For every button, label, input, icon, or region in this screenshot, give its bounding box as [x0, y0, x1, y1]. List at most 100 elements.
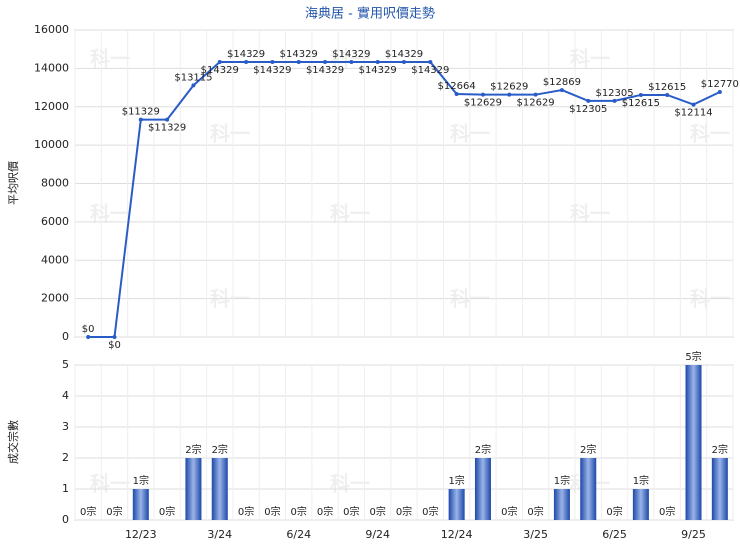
value-label: 0宗	[238, 505, 254, 518]
point	[86, 335, 91, 339]
value-label: $14329	[306, 65, 344, 76]
y-tick-label: 0	[62, 330, 69, 343]
value-label: $12869	[543, 77, 581, 88]
value-label: 0宗	[159, 505, 175, 518]
value-label: 0宗	[80, 505, 96, 518]
point	[191, 83, 196, 88]
y-tick-label: 1	[62, 482, 69, 495]
point	[296, 60, 301, 65]
value-label: $14329	[253, 65, 291, 76]
value-label: 0宗	[527, 505, 543, 518]
value-label: 0宗	[396, 505, 412, 518]
point	[480, 92, 485, 97]
bar	[211, 458, 228, 520]
y-tick-label: 2000	[41, 292, 69, 305]
x-tick-label: 9/25	[681, 528, 706, 541]
y-tick-label: 0	[62, 513, 69, 526]
value-label: 2宗	[185, 443, 201, 456]
value-label: $12629	[464, 98, 502, 109]
point	[138, 117, 143, 122]
value-label: 1宗	[554, 474, 570, 487]
y-axis-title: 成交宗數	[6, 420, 20, 464]
bar	[448, 489, 465, 520]
x-tick-label: 12/23	[125, 528, 157, 541]
point	[454, 92, 459, 97]
bar	[474, 458, 491, 520]
point	[402, 60, 406, 65]
watermark: 科一	[210, 122, 250, 146]
bar	[553, 489, 570, 520]
value-label: $12629	[517, 98, 555, 109]
y-tick-label: 8000	[41, 177, 69, 190]
value-label: 0宗	[606, 505, 622, 518]
y-tick-label: 14000	[34, 61, 69, 74]
x-tick-label: 3/24	[207, 528, 232, 541]
point	[375, 60, 380, 65]
value-label: 2宗	[212, 443, 228, 456]
value-label: $12305	[595, 88, 633, 99]
watermark: 科一	[570, 47, 610, 71]
point	[717, 89, 722, 94]
value-label: $12114	[674, 108, 712, 119]
chart-title: 海典居 - 實用呎價走勢	[305, 6, 435, 22]
value-label: $14329	[385, 49, 423, 60]
point	[165, 117, 170, 122]
value-label: 0宗	[659, 505, 675, 518]
y-tick-label: 6000	[41, 215, 69, 228]
value-label: 1宗	[633, 474, 649, 487]
value-label: 0宗	[369, 505, 385, 518]
point	[665, 92, 670, 97]
y-tick-label: 16000	[34, 23, 69, 36]
value-label: $12305	[569, 104, 607, 115]
y-axis-title: 平均呎價	[6, 161, 20, 205]
point	[217, 60, 222, 65]
y-tick-label: 5	[62, 358, 69, 371]
y-tick-label: 12000	[34, 100, 69, 113]
value-label: $14329	[332, 49, 370, 60]
watermark: 科一	[330, 472, 370, 496]
bar	[632, 489, 649, 520]
value-label: $14329	[411, 65, 449, 76]
point	[244, 60, 249, 65]
point	[559, 88, 564, 93]
value-label: 2宗	[580, 443, 596, 456]
value-label: 0宗	[106, 505, 122, 518]
point	[428, 60, 433, 65]
value-label: $11329	[122, 107, 160, 118]
value-label: 0宗	[343, 505, 359, 518]
x-tick-label: 12/24	[441, 528, 473, 541]
x-tick-label: 9/24	[365, 528, 390, 541]
value-label: $0	[108, 340, 121, 351]
value-label: 1宗	[133, 474, 149, 487]
x-tick-label: 6/25	[602, 528, 627, 541]
point	[586, 98, 591, 103]
y-tick-label: 3	[62, 420, 69, 433]
watermark: 科一	[690, 122, 730, 146]
y-tick-label: 2	[62, 451, 69, 464]
value-label: 0宗	[291, 505, 307, 518]
bar	[185, 458, 202, 520]
value-label: $0	[82, 324, 95, 335]
x-tick-label: 6/24	[286, 528, 311, 541]
point	[533, 92, 538, 97]
value-label: 2宗	[475, 443, 491, 456]
point	[638, 92, 643, 97]
value-label: $14329	[359, 65, 397, 76]
point	[507, 92, 512, 97]
point	[112, 335, 117, 339]
value-label: $12629	[490, 82, 528, 93]
value-label: 0宗	[422, 505, 438, 518]
value-label: $14329	[280, 49, 318, 60]
value-label: $13115	[174, 72, 212, 83]
point	[349, 60, 354, 65]
watermark: 科一	[90, 472, 130, 496]
value-label: $12664	[438, 81, 476, 92]
value-label: 0宗	[501, 505, 517, 518]
value-label: $14329	[201, 65, 239, 76]
bar	[580, 458, 597, 520]
value-label: $12615	[648, 82, 686, 93]
watermark: 科一	[330, 47, 370, 71]
point	[270, 60, 275, 65]
value-label: 0宗	[317, 505, 333, 518]
